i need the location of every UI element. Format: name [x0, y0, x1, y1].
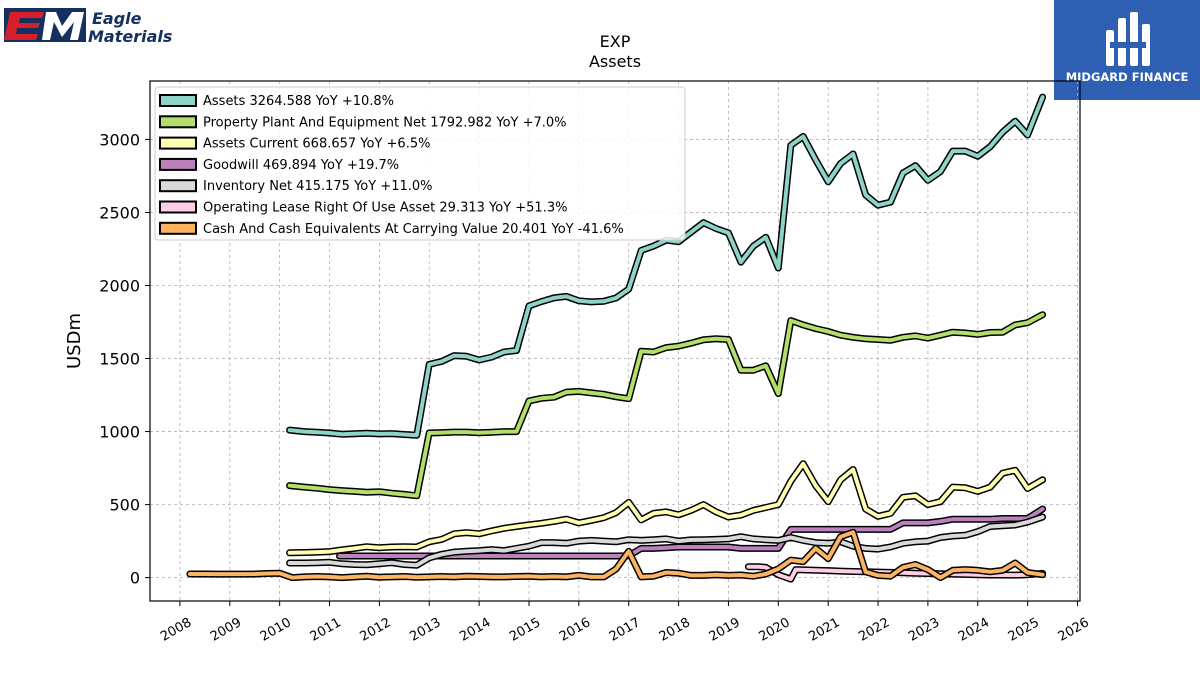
legend-item: Cash And Cash Equivalents At Carrying Va…	[159, 221, 624, 237]
midgard-finance-logo: MIDGARD FINANCE	[1054, 0, 1200, 100]
legend-label: Assets Current 668.657 YoY +6.5%	[203, 137, 430, 152]
series-2	[286, 460, 1047, 557]
legend-swatch	[159, 94, 197, 107]
series-line	[337, 507, 1045, 558]
series-6	[186, 528, 1047, 582]
series-line	[287, 461, 1045, 555]
legend-label: Property Plant And Equipment Net 1792.98…	[203, 115, 567, 130]
legend: Assets 3264.588 YoY +10.8% Property Plant…	[154, 86, 686, 241]
legend-box	[154, 86, 686, 241]
series-line	[287, 515, 1045, 568]
x-tick-label: 2020	[756, 615, 792, 645]
series-line	[287, 312, 1045, 498]
legend-item: Inventory Net 415.175 YoY +11.0%	[159, 179, 433, 194]
y-tick-label: 2500	[99, 203, 140, 222]
y-tick-label: 1000	[99, 423, 140, 442]
x-tick-label: 2015	[507, 615, 543, 645]
x-tick-label: 2026	[1056, 615, 1092, 645]
y-tick-label: 500	[109, 496, 140, 515]
legend-item: Operating Lease Right Of Use Asset 29.31…	[159, 200, 567, 216]
x-tick-label: 2024	[956, 615, 992, 645]
y-tick-label: 0	[130, 569, 140, 588]
em-logo-mark	[4, 8, 86, 42]
x-tick-label: 2010	[258, 615, 294, 645]
legend-label: Inventory Net 415.175 YoY +11.0%	[203, 179, 433, 194]
plot-frame	[149, 80, 1081, 602]
x-tick-label: 2018	[657, 615, 693, 645]
x-tick-label: 2022	[856, 615, 892, 645]
legend-item: Goodwill 469.894 YoY +19.7%	[159, 157, 399, 173]
legend-label: Operating Lease Right Of Use Asset 29.31…	[203, 201, 567, 216]
x-tick-label: 2025	[1006, 615, 1042, 645]
series-1	[286, 311, 1047, 500]
legend-swatch	[159, 136, 197, 150]
legend-swatch	[159, 179, 197, 193]
eagle-materials-logo: Eagle Materials	[4, 8, 172, 46]
x-tick-label: 2013	[407, 615, 443, 645]
x-tick-label: 2023	[906, 615, 942, 645]
legend-swatch	[159, 157, 197, 171]
x-tick-label: 2021	[806, 615, 842, 645]
logo-text-eagle: Eagle	[92, 9, 142, 28]
series-3	[336, 505, 1047, 560]
legend-item: Assets 3264.588 YoY +10.8%	[159, 94, 394, 109]
series-line-outline	[286, 311, 1047, 500]
series-line	[187, 530, 1045, 580]
legend-item: Assets Current 668.657 YoY +6.5%	[159, 136, 430, 152]
x-tick-label: 2016	[557, 615, 593, 645]
legend-label: Assets 3264.588 YoY +10.8%	[203, 94, 394, 109]
legend-swatch	[159, 115, 197, 129]
x-tick-label: 2019	[707, 615, 743, 645]
x-tick-label: 2011	[308, 615, 344, 645]
y-tick-label: 3000	[99, 130, 140, 149]
x-tick-label: 2012	[358, 615, 394, 645]
legend-swatch	[159, 221, 197, 235]
y-axis: 0 500 1000 1500 2000 2500 3000	[99, 130, 150, 588]
chart-title: EXP	[600, 32, 631, 51]
series-4	[286, 513, 1047, 569]
midgard-logo-mark: MIDGARD FINANCE	[1066, 12, 1189, 84]
y-tick-label: 1500	[99, 350, 140, 369]
legend-label: Cash And Cash Equivalents At Carrying Va…	[203, 222, 624, 237]
legend-swatch	[159, 200, 197, 214]
logo-text-materials: Materials	[88, 27, 172, 46]
y-tick-label: 2000	[99, 276, 140, 295]
x-tick-label: 2017	[607, 615, 643, 645]
y-axis-label: USDm	[64, 313, 85, 369]
x-tick-label: 2009	[208, 615, 244, 645]
legend-label: Goodwill 469.894 YoY +19.7%	[203, 158, 399, 173]
x-axis: 2008 2009 2010 2011 2012 2013 2014 2015 2016 2017…	[158, 601, 1092, 645]
x-tick-label: 2014	[457, 615, 493, 645]
logo-text-midgard: MIDGARD FINANCE	[1066, 70, 1189, 84]
chart-subtitle: Assets	[589, 52, 641, 71]
x-tick-label: 2008	[158, 615, 194, 645]
legend-item: Property Plant And Equipment Net 1792.98…	[159, 115, 567, 130]
